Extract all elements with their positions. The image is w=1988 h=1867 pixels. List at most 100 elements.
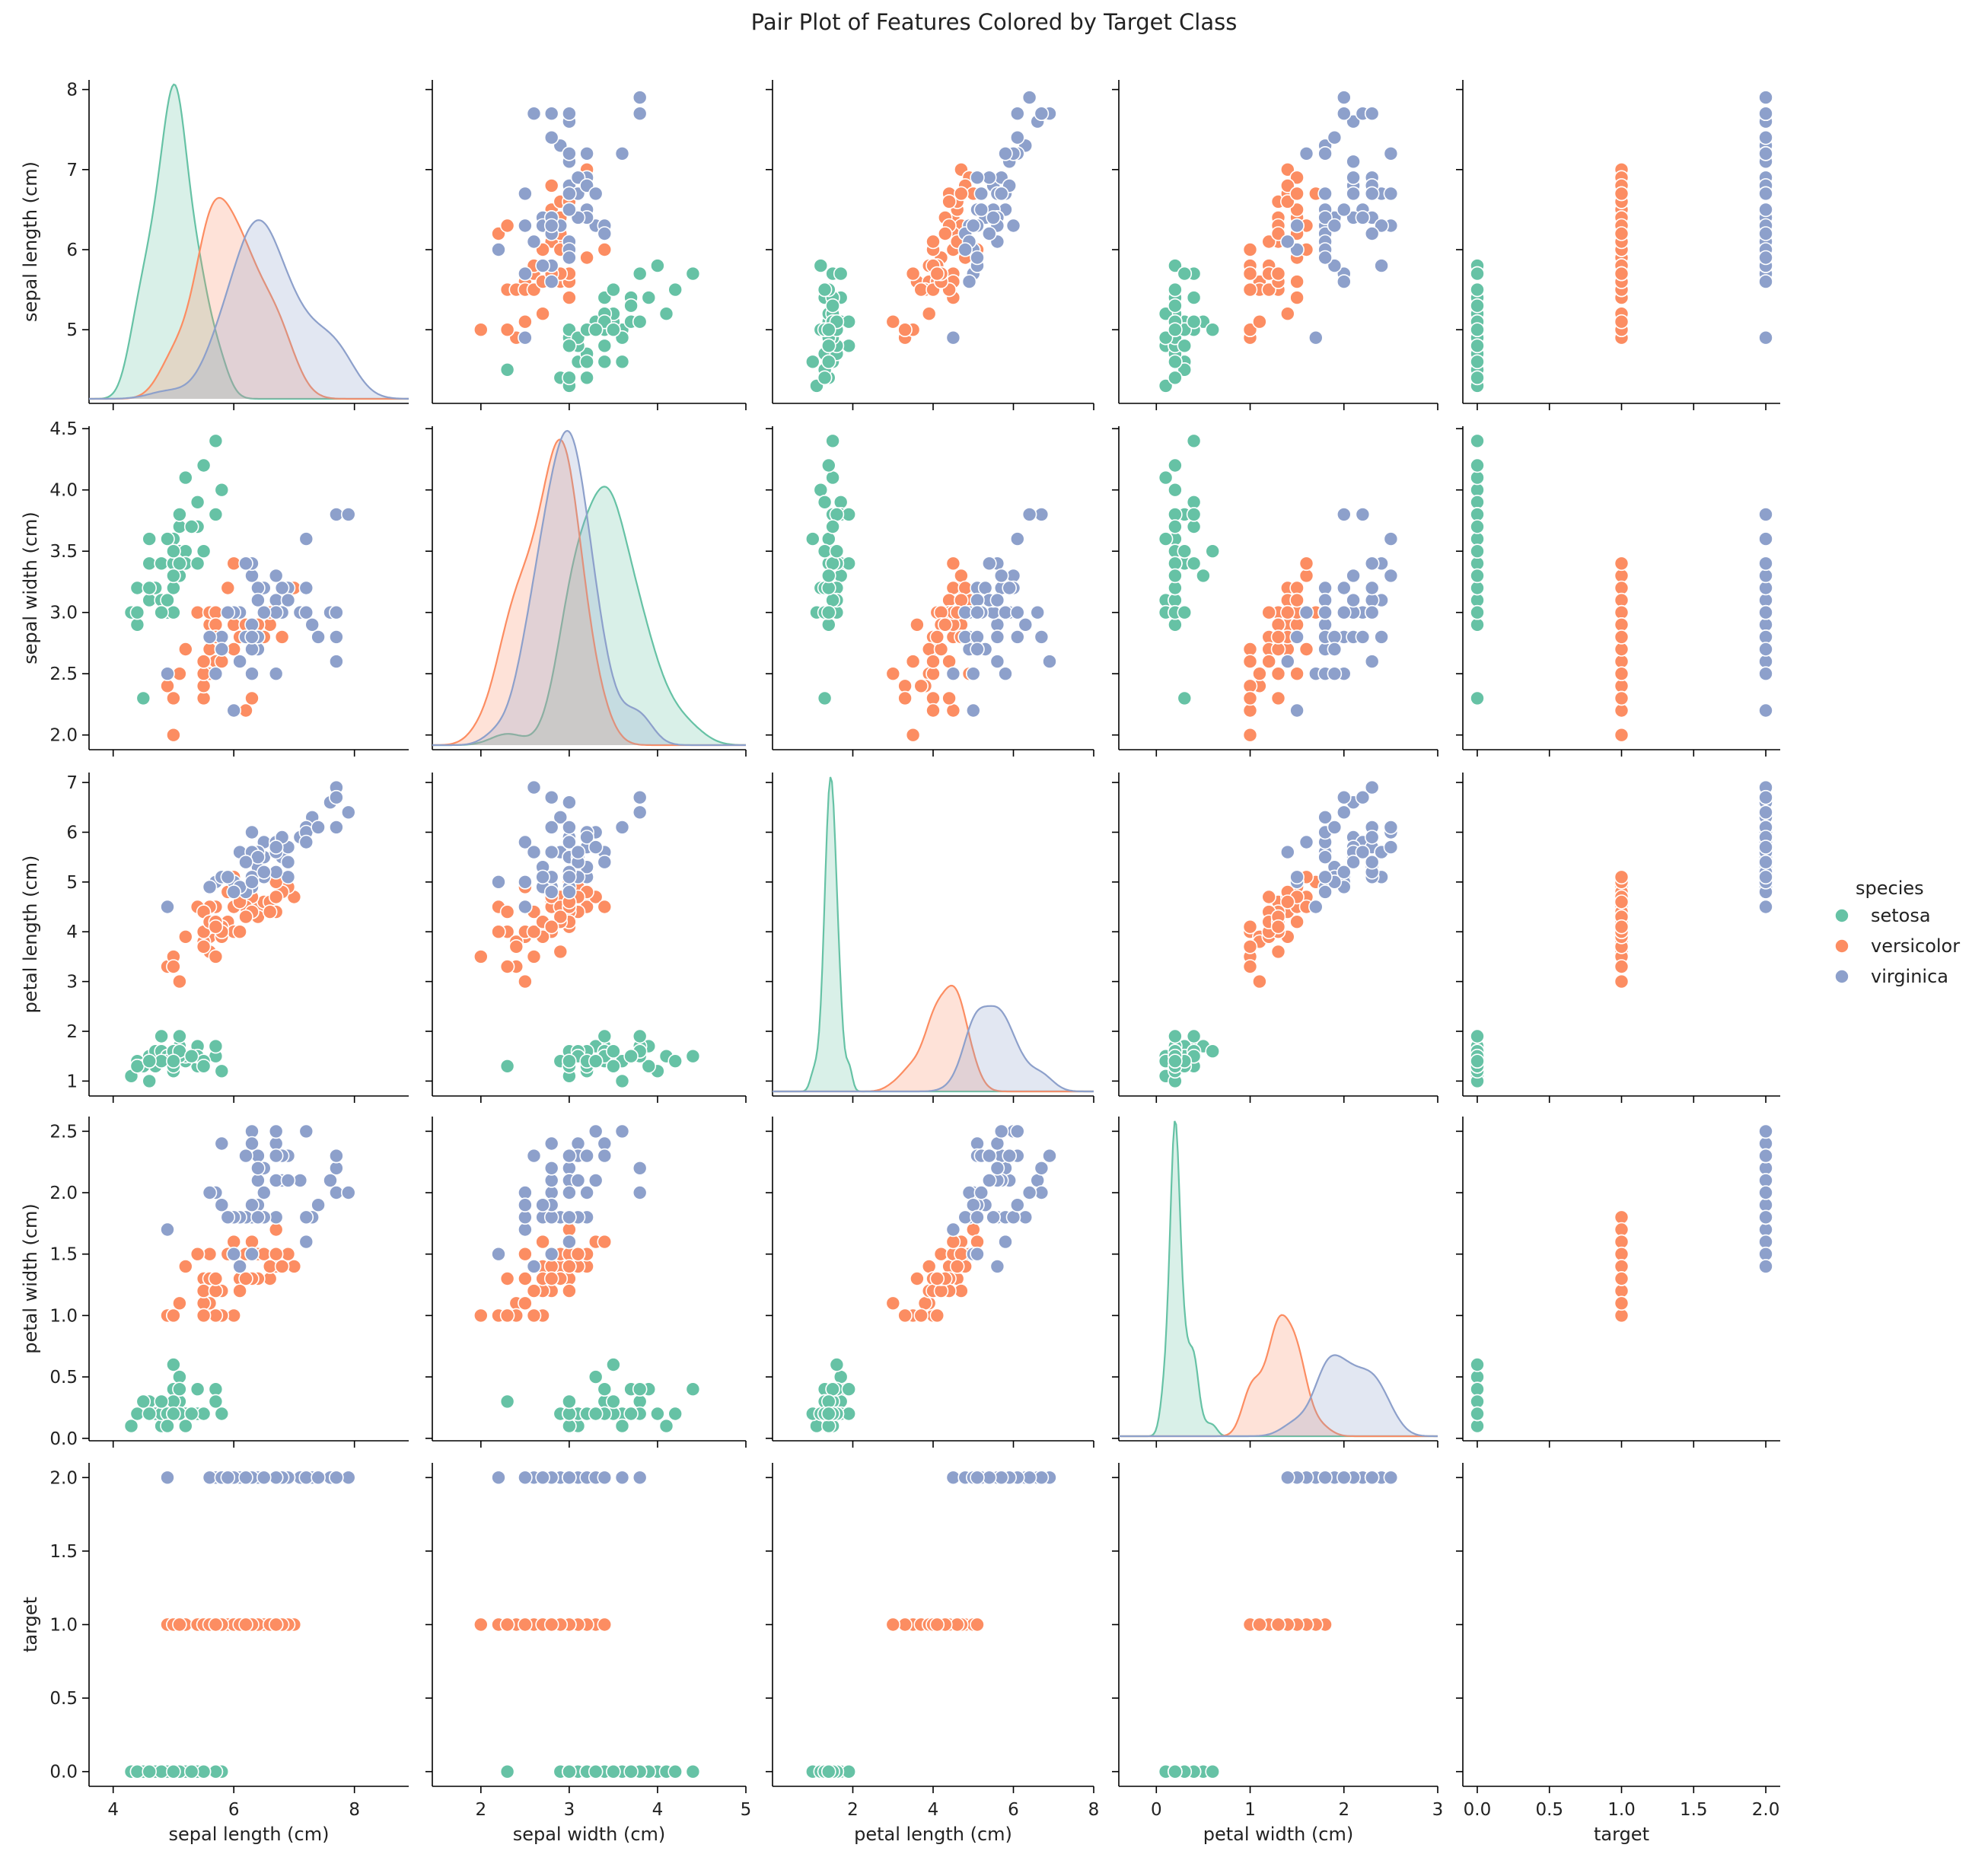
point-virginica xyxy=(597,226,613,241)
point-versicolor xyxy=(518,1246,533,1262)
point-setosa xyxy=(183,519,199,534)
point-versicolor xyxy=(929,266,945,282)
point-versicolor xyxy=(926,234,941,250)
point-virginica xyxy=(518,330,533,346)
point-versicolor xyxy=(1252,973,1267,989)
point-virginica xyxy=(562,795,577,810)
point-virginica xyxy=(957,242,973,257)
point-versicolor xyxy=(966,1222,981,1238)
kde-area-virginica xyxy=(89,220,409,399)
point-virginica xyxy=(1280,844,1295,860)
point-setosa xyxy=(833,1369,849,1384)
point-versicolor xyxy=(166,727,181,743)
point-virginica xyxy=(526,234,542,250)
panel-petal-length-vs-sepal-length: 1 2 3 4 5 6 7 xyxy=(66,773,409,1103)
point-virginica xyxy=(1010,1123,1025,1139)
point-setosa xyxy=(208,1038,224,1054)
point-virginica xyxy=(340,1185,356,1200)
point-virginica xyxy=(570,844,586,860)
point-versicolor xyxy=(1242,690,1258,706)
point-virginica xyxy=(989,629,1005,645)
point-versicolor xyxy=(1280,178,1295,193)
panel-petal-width-vs-sepal-length: 0.0 0.5 1.0 1.5 2.0 2.5 xyxy=(49,1117,409,1449)
point-versicolor xyxy=(597,1234,613,1250)
point-versicolor xyxy=(1614,894,1630,910)
point-virginica xyxy=(1317,1470,1333,1486)
point-virginica xyxy=(993,568,1009,584)
point-versicolor xyxy=(491,924,506,939)
point-virginica xyxy=(256,1185,272,1200)
y-tick-label: 1.5 xyxy=(49,1542,78,1562)
point-versicolor xyxy=(166,1308,181,1324)
point-versicolor xyxy=(938,226,953,241)
point-versicolor xyxy=(1280,162,1295,177)
point-versicolor xyxy=(905,654,921,669)
point-virginica xyxy=(1034,629,1050,645)
point-versicolor xyxy=(473,1617,489,1633)
point-virginica xyxy=(256,1470,272,1486)
point-virginica xyxy=(562,1470,577,1486)
point-virginica xyxy=(614,1470,630,1486)
kde-area-setosa xyxy=(432,486,746,745)
point-versicolor xyxy=(238,1617,253,1633)
point-setosa xyxy=(562,370,577,386)
point-versicolor xyxy=(208,1617,224,1633)
point-setosa xyxy=(1168,457,1183,473)
point-setosa xyxy=(829,543,845,559)
point-virginica xyxy=(1346,854,1361,870)
point-virginica xyxy=(543,218,559,234)
point-virginica xyxy=(1317,146,1333,161)
point-versicolor xyxy=(274,629,290,645)
point-setosa xyxy=(614,1418,630,1434)
point-virginica xyxy=(597,1148,613,1164)
x-tick-label: 2 xyxy=(847,1800,859,1820)
kde-line-versicolor xyxy=(89,196,409,400)
point-virginica xyxy=(250,592,266,608)
point-virginica xyxy=(570,1173,586,1188)
point-setosa xyxy=(623,1763,639,1779)
point-setosa xyxy=(1470,338,1485,354)
point-versicolor xyxy=(244,690,260,706)
point-versicolor xyxy=(178,642,193,657)
point-versicolor xyxy=(1614,666,1630,682)
point-virginica xyxy=(632,1185,648,1200)
point-virginica xyxy=(1010,129,1025,145)
point-virginica xyxy=(562,250,577,266)
point-versicolor xyxy=(1298,568,1314,584)
point-setosa xyxy=(142,1053,157,1069)
legend-label-virginica: virginica xyxy=(1871,966,1948,987)
point-setosa xyxy=(214,482,230,498)
point-setosa xyxy=(1186,494,1202,510)
point-setosa xyxy=(190,556,205,572)
point-setosa xyxy=(614,1073,630,1089)
point-virginica xyxy=(214,1136,230,1152)
point-virginica xyxy=(1336,106,1352,121)
kde-area-versicolor xyxy=(432,439,746,745)
point-virginica xyxy=(1758,869,1773,885)
point-versicolor xyxy=(913,678,929,694)
y-axis-label-target: target xyxy=(20,1597,41,1652)
point-setosa xyxy=(1177,362,1193,378)
point-virginica xyxy=(298,1234,314,1250)
point-versicolor xyxy=(1614,616,1630,632)
point-setosa xyxy=(821,354,836,370)
point-virginica xyxy=(160,666,175,682)
point-virginica xyxy=(1364,186,1380,202)
point-virginica xyxy=(632,804,648,820)
point-versicolor xyxy=(1289,170,1305,186)
point-setosa xyxy=(597,1381,613,1397)
panel-petal-length-vs-petal-length xyxy=(766,773,1094,1103)
point-virginica xyxy=(268,840,284,855)
panel-sepal-length-vs-sepal-width xyxy=(425,80,747,410)
point-versicolor xyxy=(1614,556,1630,572)
y-tick-label: 7 xyxy=(66,773,78,793)
point-versicolor xyxy=(1242,654,1258,669)
point-virginica xyxy=(1355,210,1371,225)
point-virginica xyxy=(1383,568,1399,584)
point-setosa xyxy=(196,457,212,473)
point-setosa xyxy=(817,370,833,386)
x-axis-label-petal-width: petal width (cm) xyxy=(1203,1824,1354,1845)
point-setosa xyxy=(821,1763,836,1779)
point-virginica xyxy=(966,666,981,682)
point-setosa xyxy=(154,604,169,620)
